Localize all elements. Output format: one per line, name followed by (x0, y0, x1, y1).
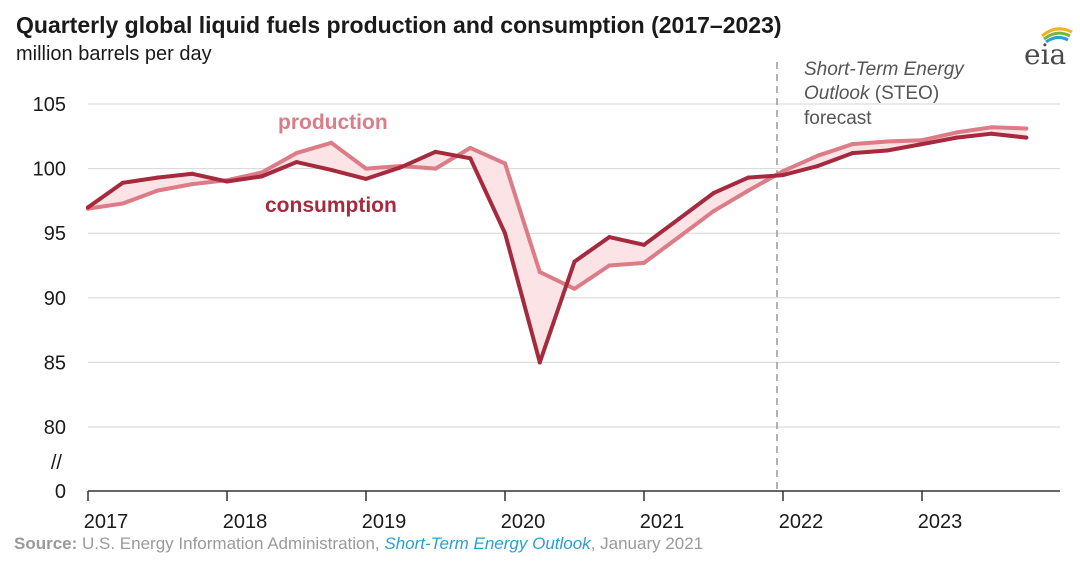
production-point-14 (572, 286, 577, 291)
consumption-point-2 (155, 175, 160, 180)
x-tick-2023: 2023 (918, 511, 963, 533)
eia-logo: eia (1024, 27, 1073, 70)
consumption-point-14 (572, 259, 577, 264)
eia-logo-arc-1 (1041, 27, 1073, 38)
consumption-point-7 (329, 167, 334, 172)
consumption-point-23 (885, 148, 890, 153)
source-date: , January 2021 (590, 534, 704, 553)
x-tick-2022: 2022 (779, 511, 824, 533)
y-tick-105: 105 (33, 94, 66, 116)
consumption-point-5 (259, 174, 264, 179)
consumption-point-24 (920, 142, 924, 147)
production-point-27 (1024, 126, 1029, 131)
forecast-label-outlook: Outlook (804, 83, 871, 104)
source-text: U.S. Energy Information Administration, (77, 534, 385, 553)
x-tick-2020: 2020 (501, 511, 546, 533)
annotations: production consumption Short-Term Energy… (265, 59, 965, 217)
eia-logo-text: eia (1024, 38, 1066, 70)
production-point-19 (746, 188, 751, 193)
consumption-point-1 (120, 180, 125, 185)
production-point-20 (781, 169, 785, 174)
production-point-16 (642, 260, 646, 265)
production-point-1 (120, 201, 125, 206)
consumption-point-10 (433, 149, 438, 154)
production-label: production (278, 111, 388, 134)
x-tick-2021: 2021 (640, 511, 685, 533)
production-point-23 (885, 139, 890, 144)
production-point-8 (364, 166, 368, 171)
production-point-2 (155, 188, 160, 193)
production-point-17 (676, 235, 681, 240)
consumption-point-12 (503, 231, 507, 236)
forecast-label-line3: forecast (804, 108, 872, 129)
eia-logo-arc-2 (1043, 31, 1071, 41)
chart-title: Quarterly global liquid fuels production… (16, 12, 782, 38)
gridlines (88, 103, 1060, 428)
production-point-10 (433, 166, 438, 171)
production-consumption-gap-fill (88, 127, 1027, 363)
y-tick-80: 80 (44, 417, 66, 439)
source-report-link[interactable]: Short-Term Energy Outlook (384, 534, 591, 553)
consumption-point-22 (850, 151, 855, 156)
consumption-point-25 (954, 135, 959, 140)
y-tick-0: 0 (55, 481, 66, 503)
production-point-7 (329, 140, 334, 145)
x-axis: 2017 2018 2019 2020 2021 2022 2023 (84, 490, 1060, 533)
y-tick-95: 95 (44, 223, 66, 245)
production-point-13 (537, 269, 542, 274)
production-point-5 (259, 170, 264, 175)
production-point-11 (468, 145, 473, 150)
consumption-point-15 (607, 235, 612, 240)
consumption-point-9 (398, 165, 403, 170)
y-tick-90: 90 (44, 288, 66, 310)
series-lines (86, 125, 1029, 365)
x-tick-2018: 2018 (223, 511, 268, 533)
production-line (86, 125, 1029, 291)
gap-fill-area (88, 127, 1027, 363)
source-note: Source: U.S. Energy Information Administ… (14, 534, 703, 554)
consumption-point-19 (746, 175, 751, 180)
consumption-point-0 (86, 205, 90, 210)
production-point-25 (954, 130, 959, 135)
consumption-point-6 (294, 160, 299, 165)
production-point-18 (711, 209, 716, 214)
eia-logo-arc-3 (1045, 35, 1069, 44)
consumption-point-4 (225, 179, 229, 184)
chart-subtitle: million barrels per day (16, 43, 212, 65)
consumption-point-17 (676, 216, 681, 221)
production-point-6 (294, 151, 299, 156)
production-point-22 (850, 142, 855, 147)
x-tick-2017: 2017 (84, 511, 129, 533)
consumption-point-27 (1024, 135, 1029, 140)
production-point-26 (989, 125, 994, 130)
y-tick-85: 85 (44, 352, 66, 374)
production-point-21 (815, 153, 820, 158)
forecast-label-steo: (STEO) (869, 83, 939, 104)
consumption-point-8 (364, 176, 368, 181)
source-label: Source: (14, 534, 78, 553)
consumption-point-3 (190, 171, 195, 176)
production-point-15 (607, 263, 612, 268)
consumption-label: consumption (265, 194, 397, 217)
production-point-3 (190, 182, 195, 187)
consumption-point-16 (642, 242, 646, 247)
forecast-label-line2: Outlook (STEO) (804, 83, 939, 104)
y-tick-100: 100 (33, 159, 66, 181)
production-point-24 (920, 138, 924, 143)
consumption-point-13 (537, 360, 542, 365)
consumption-point-11 (468, 156, 473, 161)
production-point-12 (503, 161, 507, 166)
y-axis-break: // (51, 452, 63, 474)
y-axis-ticks: 105 100 95 90 85 80 0 // (33, 94, 66, 503)
x-tick-2019: 2019 (362, 511, 407, 533)
forecast-label-line1: Short-Term Energy (804, 59, 965, 80)
consumption-point-20 (781, 173, 785, 178)
consumption-point-26 (989, 131, 994, 136)
consumption-point-18 (711, 191, 716, 196)
consumption-point-21 (815, 164, 820, 169)
consumption-line (86, 131, 1029, 365)
